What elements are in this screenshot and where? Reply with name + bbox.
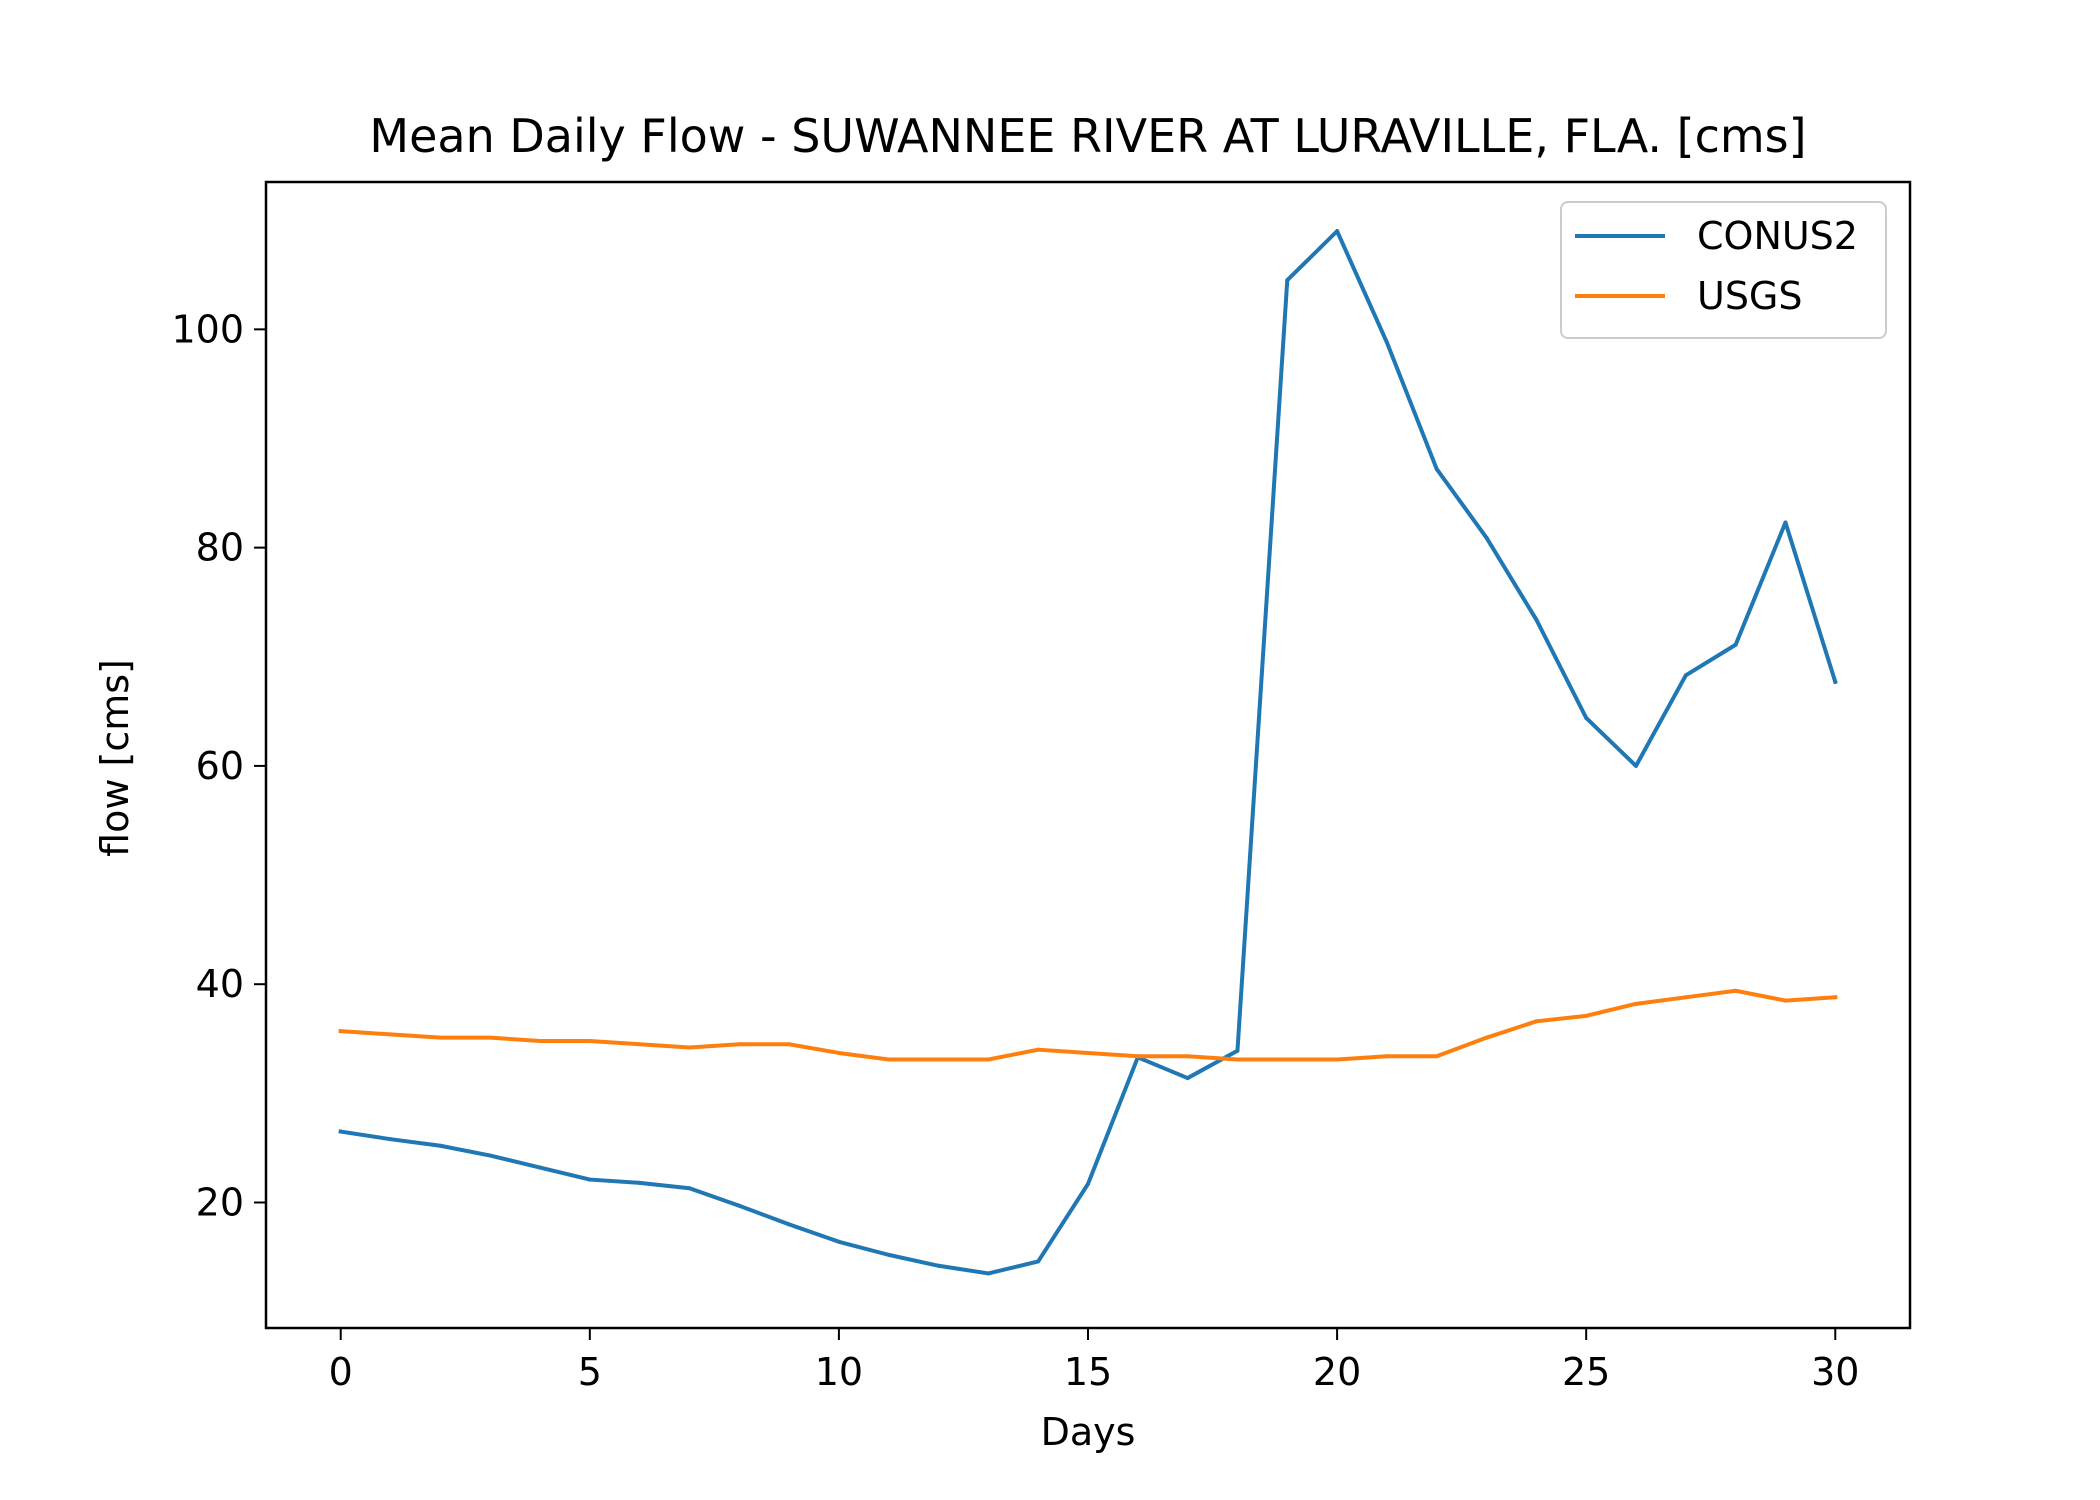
data-point-conus2-7	[687, 1186, 692, 1191]
data-point-usgs-4	[538, 1038, 542, 1043]
data-point-conus2-30	[1833, 679, 1838, 684]
data-point-conus2-6	[637, 1180, 642, 1185]
y-tick-label: 20	[196, 1180, 244, 1224]
data-point-conus2-14	[1036, 1259, 1041, 1264]
data-point-usgs-17	[1185, 1054, 1190, 1059]
data-point-usgs-14	[1036, 1047, 1041, 1052]
data-point-usgs-1	[388, 1032, 393, 1037]
data-point-conus2-10	[836, 1239, 841, 1244]
data-point-usgs-20	[1335, 1057, 1340, 1062]
data-point-usgs-24	[1534, 1019, 1539, 1024]
data-point-conus2-8	[737, 1203, 742, 1208]
data-point-usgs-29	[1783, 998, 1788, 1003]
y-tick-label: 60	[196, 744, 244, 788]
data-point-usgs-16	[1135, 1054, 1140, 1059]
data-point-conus2-20	[1335, 229, 1340, 234]
legend-label-conus2: CONUS2	[1697, 214, 1858, 258]
data-point-conus2-29	[1783, 520, 1788, 525]
data-point-conus2-24	[1534, 617, 1539, 622]
data-point-usgs-27	[1683, 995, 1688, 1000]
series-line-conus2	[338, 229, 1838, 1276]
y-tick-label: 40	[196, 962, 244, 1006]
y-axis-title: flow [cms]	[93, 659, 137, 857]
data-point-conus2-11	[886, 1252, 891, 1257]
x-tick-label: 10	[815, 1350, 863, 1394]
x-tick-label: 15	[1064, 1350, 1112, 1394]
data-point-conus2-13	[986, 1271, 991, 1276]
data-point-usgs-5	[587, 1038, 592, 1043]
data-point-usgs-28	[1733, 988, 1738, 993]
data-point-conus2-3	[488, 1153, 493, 1158]
data-point-conus2-22	[1434, 467, 1439, 472]
data-point-conus2-5	[587, 1177, 592, 1182]
series-line-usgs	[338, 988, 1838, 1062]
data-point-usgs-23	[1484, 1035, 1489, 1040]
x-tick-label: 20	[1313, 1350, 1361, 1394]
data-point-conus2-25	[1584, 715, 1589, 720]
data-point-conus2-15	[1086, 1181, 1090, 1186]
data-point-usgs-30	[1833, 995, 1838, 1000]
data-point-conus2-4	[538, 1165, 542, 1170]
data-point-conus2-18	[1235, 1048, 1240, 1053]
data-point-conus2-17	[1185, 1076, 1190, 1081]
data-point-usgs-26	[1634, 1001, 1638, 1006]
y-axis: 20 40 60 80 100	[171, 307, 266, 1224]
data-point-conus2-9	[787, 1222, 792, 1227]
data-point-usgs-25	[1584, 1013, 1589, 1018]
data-point-conus2-2	[438, 1143, 443, 1148]
data-point-conus2-27	[1683, 673, 1688, 678]
chart-title: Mean Daily Flow - SUWANNEE RIVER AT LURA…	[369, 109, 1806, 163]
data-point-usgs-22	[1434, 1054, 1439, 1059]
data-point-usgs-13	[986, 1057, 991, 1062]
data-point-conus2-0	[338, 1129, 343, 1134]
data-point-usgs-8	[737, 1042, 742, 1047]
data-point-usgs-11	[886, 1057, 891, 1062]
data-point-usgs-6	[637, 1042, 642, 1047]
x-tick-label: 25	[1562, 1350, 1610, 1394]
data-point-conus2-1	[388, 1137, 393, 1142]
data-point-conus2-26	[1634, 763, 1638, 768]
data-point-usgs-9	[787, 1042, 792, 1047]
data-point-usgs-15	[1086, 1050, 1090, 1055]
legend-label-usgs: USGS	[1697, 274, 1803, 318]
x-axis: 0 5 10 15 20 25 30	[329, 1328, 1859, 1394]
data-point-conus2-12	[936, 1263, 941, 1268]
y-tick-label: 80	[196, 526, 244, 570]
x-axis-title: Days	[1041, 1410, 1136, 1454]
data-point-usgs-18	[1235, 1057, 1240, 1062]
legend: CONUS2 USGS	[1560, 201, 1887, 339]
data-point-conus2-19	[1285, 278, 1290, 283]
data-point-usgs-12	[936, 1057, 941, 1062]
plot-area	[264, 180, 1912, 1330]
y-tick-label: 100	[171, 307, 244, 351]
x-tick-label: 5	[578, 1350, 602, 1394]
data-point-usgs-21	[1384, 1054, 1389, 1059]
data-point-usgs-10	[836, 1050, 841, 1055]
x-tick-label: 30	[1811, 1350, 1859, 1394]
data-point-usgs-7	[687, 1045, 692, 1050]
data-point-conus2-28	[1733, 642, 1738, 647]
data-point-conus2-23	[1484, 535, 1489, 540]
data-point-usgs-19	[1285, 1057, 1290, 1062]
plot-frame	[264, 180, 1912, 1330]
data-point-usgs-2	[438, 1035, 443, 1040]
data-point-usgs-3	[488, 1035, 493, 1040]
data-point-usgs-0	[338, 1029, 343, 1034]
x-tick-label: 0	[329, 1350, 353, 1394]
data-point-conus2-21	[1384, 340, 1389, 345]
